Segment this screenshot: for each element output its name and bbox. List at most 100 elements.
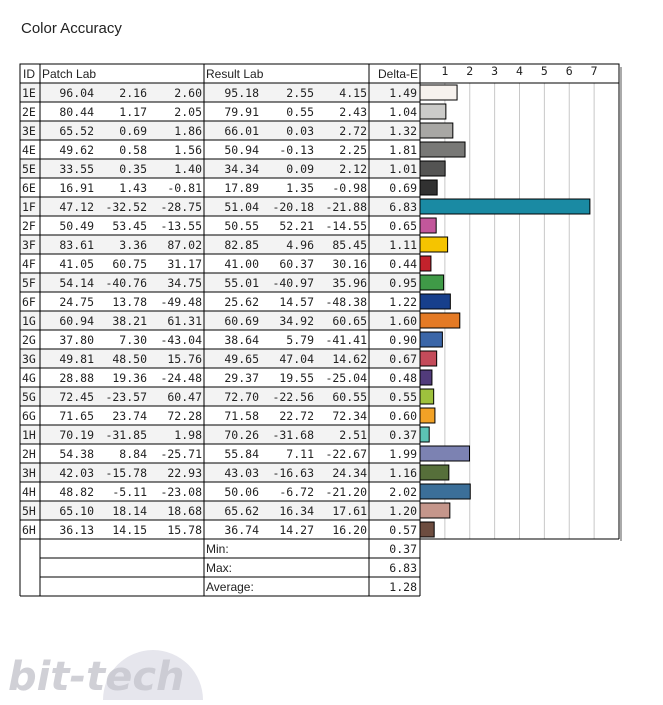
- delta-e-value: 0.60: [389, 409, 417, 423]
- delta-e-value: 1.01: [389, 162, 417, 176]
- bar-6F: [419, 293, 451, 310]
- patch-a: 1.43: [119, 181, 147, 195]
- bar-3H: [419, 464, 450, 481]
- patch-a: -31.85: [105, 428, 147, 442]
- patch-L: 60.94: [59, 314, 94, 328]
- result-L: 41.00: [224, 257, 259, 271]
- result-b: 2.25: [339, 143, 367, 157]
- result-b: -41.41: [325, 333, 367, 347]
- patch-a: 8.84: [119, 447, 147, 461]
- row-id: 3E: [22, 124, 36, 138]
- summary-max-label: Max:: [206, 561, 232, 575]
- delta-e-value: 0.65: [389, 219, 417, 233]
- result-L: 49.65: [224, 352, 259, 366]
- result-L: 70.26: [224, 428, 259, 442]
- row-id: 5E: [22, 162, 36, 176]
- summary-avg-value: 1.28: [389, 580, 417, 594]
- patch-L: 36.13: [59, 523, 94, 537]
- result-L: 50.06: [224, 485, 259, 499]
- svg-text:bit-tech: bit-tech: [8, 654, 185, 700]
- header-result-lab: Result Lab: [206, 67, 264, 81]
- patch-b: 2.60: [174, 86, 202, 100]
- row-stripe: [20, 273, 420, 292]
- bar-6E: [419, 179, 438, 196]
- result-L: 29.37: [224, 371, 259, 385]
- result-L: 36.74: [224, 523, 259, 537]
- row-id: 1G: [22, 314, 36, 328]
- chart-title: Color Accuracy: [21, 20, 122, 37]
- result-a: 14.27: [279, 523, 314, 537]
- row-stripe: [20, 159, 420, 178]
- row-id: 6H: [22, 523, 36, 537]
- row-stripe: [20, 463, 420, 482]
- patch-a: 0.58: [119, 143, 147, 157]
- result-b: 35.96: [332, 276, 367, 290]
- delta-e-value: 1.49: [389, 86, 417, 100]
- result-a: 34.92: [279, 314, 314, 328]
- row-id: 1F: [22, 200, 36, 214]
- result-b: -14.55: [325, 219, 367, 233]
- patch-L: 33.55: [59, 162, 94, 176]
- bit-tech-watermark-logo: bit-tech: [8, 650, 203, 700]
- bar-4H: [419, 483, 471, 500]
- patch-b: 18.68: [167, 504, 202, 518]
- patch-b: -13.55: [160, 219, 202, 233]
- result-a: -16.63: [272, 466, 314, 480]
- row-id: 2H: [22, 447, 36, 461]
- result-b: -21.20: [325, 485, 367, 499]
- bar-1G: [419, 312, 461, 329]
- patch-a: 19.36: [112, 371, 147, 385]
- result-b: 24.34: [332, 466, 367, 480]
- result-L: 66.01: [224, 124, 259, 138]
- result-L: 71.58: [224, 409, 259, 423]
- delta-e-value: 1.16: [389, 466, 417, 480]
- patch-a: -23.57: [105, 390, 147, 404]
- patch-L: 71.65: [59, 409, 94, 423]
- result-a: -22.56: [272, 390, 314, 404]
- bar-5H: [419, 502, 451, 519]
- result-b: 4.15: [339, 86, 367, 100]
- patch-b: -0.81: [167, 181, 202, 195]
- row-id: 6G: [22, 409, 36, 423]
- patch-a: -15.78: [105, 466, 147, 480]
- row-id: 2E: [22, 105, 36, 119]
- result-L: 25.62: [224, 295, 259, 309]
- result-a: 7.11: [286, 447, 314, 461]
- result-a: 0.09: [286, 162, 314, 176]
- bar-5F: [419, 274, 445, 291]
- result-L: 60.69: [224, 314, 259, 328]
- patch-b: -43.04: [160, 333, 202, 347]
- result-L: 50.55: [224, 219, 259, 233]
- header-patch-lab: Patch Lab: [42, 67, 96, 81]
- summary-avg-label: Average:: [206, 580, 254, 594]
- result-L: 43.03: [224, 466, 259, 480]
- result-a: 4.96: [286, 238, 314, 252]
- result-L: 55.84: [224, 447, 259, 461]
- delta-e-value: 1.32: [389, 124, 417, 138]
- patch-a: 38.21: [112, 314, 147, 328]
- patch-a: 23.74: [112, 409, 147, 423]
- result-a: 19.55: [279, 371, 314, 385]
- patch-b: 1.86: [174, 124, 202, 138]
- result-b: 85.45: [332, 238, 367, 252]
- patch-a: 53.45: [112, 219, 147, 233]
- axis-tick-label: 6: [566, 64, 573, 78]
- result-L: 79.91: [224, 105, 259, 119]
- patch-b: 22.93: [167, 466, 202, 480]
- row-id: 6F: [22, 295, 36, 309]
- row-id: 3H: [22, 466, 36, 480]
- patch-L: 48.82: [59, 485, 94, 499]
- header-delta-e: Delta-E: [378, 67, 418, 81]
- row-stripe: [20, 387, 420, 406]
- axis-tick-label: 5: [541, 64, 548, 78]
- row-id: 1E: [22, 86, 36, 100]
- axis-tick-label: 3: [491, 64, 498, 78]
- row-stripe: [20, 121, 420, 140]
- row-stripe: [20, 83, 420, 102]
- patch-L: 49.81: [59, 352, 94, 366]
- result-b: -21.88: [325, 200, 367, 214]
- delta-e-value: 0.95: [389, 276, 417, 290]
- row-id: 1H: [22, 428, 36, 442]
- result-L: 65.62: [224, 504, 259, 518]
- delta-e-value: 1.60: [389, 314, 417, 328]
